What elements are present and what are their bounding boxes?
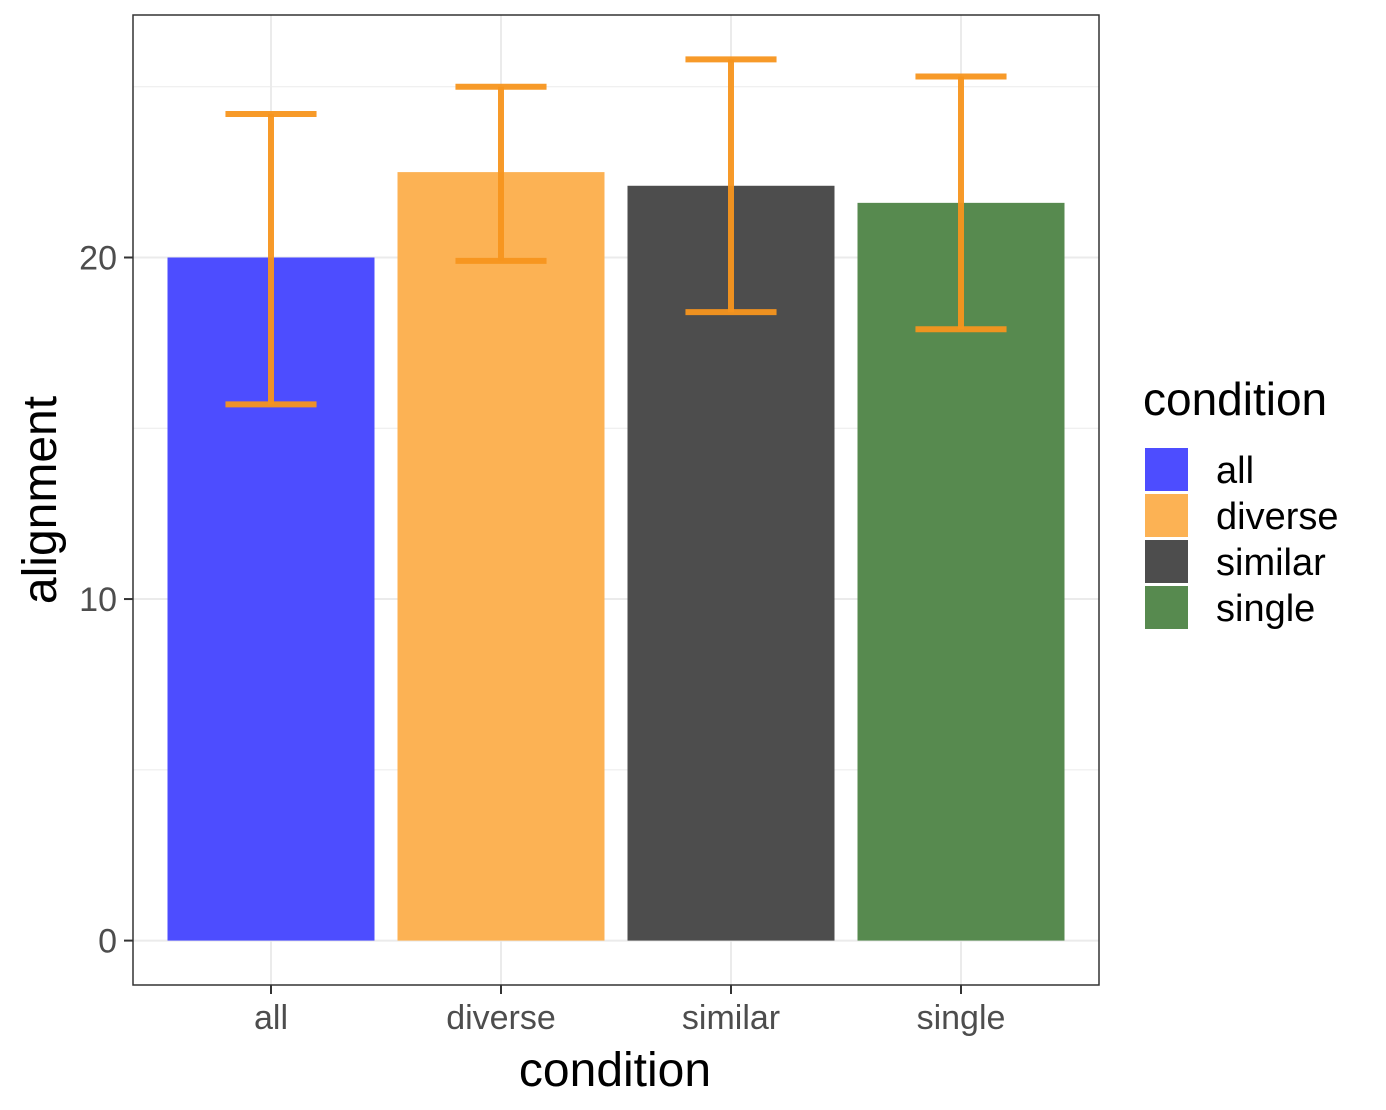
legend-entry-all: all bbox=[1145, 448, 1254, 492]
x-tick-label: diverse bbox=[446, 999, 556, 1037]
legend-entry-diverse: diverse bbox=[1145, 494, 1339, 538]
bar-diverse bbox=[397, 172, 605, 941]
axis-ticks: 0 10 20 all diverse similar single bbox=[79, 240, 1005, 1038]
legend-entry-similar: similar bbox=[1145, 540, 1326, 584]
x-axis-title: condition bbox=[519, 1044, 711, 1097]
x-tick-label: similar bbox=[682, 999, 780, 1037]
x-tick-label: all bbox=[254, 999, 288, 1037]
legend-key-similar bbox=[1145, 540, 1188, 583]
error-bar-single bbox=[915, 73, 1007, 333]
legend-title: condition bbox=[1143, 373, 1327, 425]
legend-label: similar bbox=[1216, 542, 1326, 584]
y-tick-label: 20 bbox=[79, 240, 117, 278]
y-tick-label: 0 bbox=[98, 923, 117, 961]
y-axis-title: alignment bbox=[14, 396, 67, 604]
legend-entry-single: single bbox=[1145, 586, 1315, 630]
y-tick-label: 10 bbox=[79, 581, 117, 619]
legend-label: diverse bbox=[1216, 496, 1339, 538]
legend-key-single bbox=[1145, 586, 1188, 629]
legend-key-diverse bbox=[1145, 494, 1188, 537]
error-bar-all bbox=[225, 111, 317, 408]
error-bar-similar bbox=[685, 56, 777, 316]
error-bar-diverse bbox=[455, 83, 547, 264]
error-bars bbox=[225, 56, 1007, 408]
legend-label: single bbox=[1216, 588, 1315, 630]
legend-label: all bbox=[1216, 450, 1254, 492]
legend-key-all bbox=[1145, 448, 1188, 491]
x-tick-label: single bbox=[917, 999, 1006, 1037]
panel-border bbox=[132, 14, 1100, 986]
